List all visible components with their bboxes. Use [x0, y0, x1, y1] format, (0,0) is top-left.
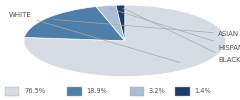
Text: BLACK: BLACK [123, 8, 240, 63]
FancyBboxPatch shape [5, 86, 19, 96]
Text: HISPANIC: HISPANIC [109, 8, 240, 51]
Wedge shape [24, 5, 226, 76]
Wedge shape [24, 7, 125, 41]
Wedge shape [96, 5, 125, 41]
Text: 3.2%: 3.2% [149, 88, 166, 94]
FancyBboxPatch shape [175, 86, 190, 96]
Text: 18.9%: 18.9% [86, 88, 107, 94]
Text: 76.5%: 76.5% [24, 88, 45, 94]
FancyBboxPatch shape [130, 86, 144, 96]
Wedge shape [116, 5, 125, 41]
Text: WHITE: WHITE [8, 12, 180, 62]
Text: ASIAN: ASIAN [54, 20, 240, 37]
Text: 1.4%: 1.4% [194, 88, 211, 94]
FancyBboxPatch shape [67, 86, 82, 96]
